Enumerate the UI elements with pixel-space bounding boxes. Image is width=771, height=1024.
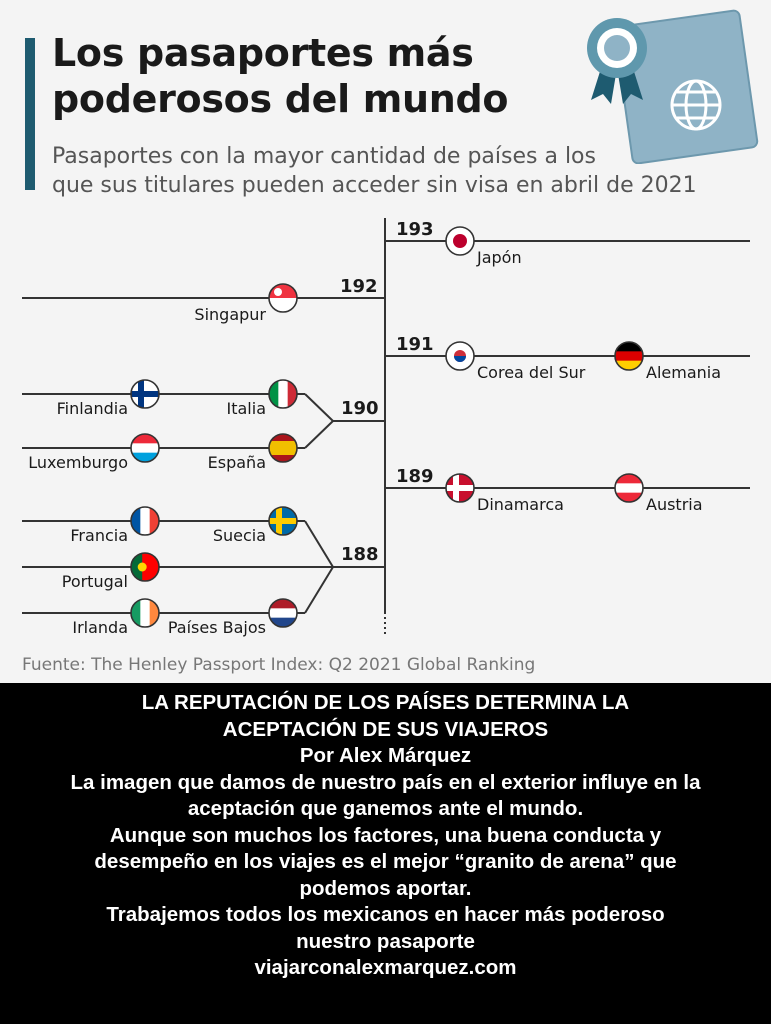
flag-dinamarca-icon <box>446 474 474 502</box>
flag-outline <box>130 506 160 536</box>
flag-outline <box>130 552 160 582</box>
flag-outline <box>268 598 298 628</box>
score-label-193: 193 <box>396 219 434 240</box>
flag-outline <box>445 226 475 256</box>
country-label: Irlanda <box>72 618 128 637</box>
flag-portugal-icon <box>131 553 159 581</box>
caption-line: nuestro pasaporte <box>296 929 475 953</box>
country-label: Portugal <box>62 572 128 591</box>
flag-españa-icon <box>269 434 297 462</box>
caption-line: aceptación que ganemos ante el mundo. <box>187 797 584 820</box>
score-label-192: 192 <box>340 276 378 297</box>
country-label: Países Bajos <box>168 618 266 637</box>
infographic-title: Los pasaportes más poderosos del mundo <box>52 31 509 121</box>
caption-line: Aunque son muchos los factores, una buen… <box>109 823 662 847</box>
country-label: Francia <box>70 526 128 545</box>
country-label: Suecia <box>213 526 266 545</box>
flag-luxemburgo-icon <box>131 434 159 462</box>
country-label: Italia <box>227 399 267 418</box>
flag-países-bajos-icon <box>269 599 297 627</box>
flag-suecia-icon <box>269 507 297 535</box>
country-label: Luxemburgo <box>28 453 128 472</box>
passport-bracket-chart: 193 Japón 191 Corea del Sur Alemania 189 Dinam… <box>22 218 750 637</box>
caption-line: LA REPUTACIÓN DE LOS PAÍSES DETERMINA LA <box>141 691 630 714</box>
country-label: Singapur <box>194 305 266 324</box>
score-label-189: 189 <box>396 466 434 487</box>
flag-outline <box>614 341 644 371</box>
merge-line-188 <box>304 566 334 614</box>
infographic-subtitle: Pasaportes con la mayor cantidad de país… <box>52 144 697 198</box>
caption-line: podemos aportar. <box>299 876 472 900</box>
score-label-191: 191 <box>396 334 434 355</box>
country-label: Dinamarca <box>477 495 564 514</box>
country-label: España <box>208 453 266 472</box>
flag-outline <box>268 283 298 313</box>
caption-website: viajarconalexmarquez.com <box>254 956 517 979</box>
merge-line-188 <box>304 520 334 568</box>
caption-line: Trabajemos todos los mexicanos en hacer … <box>106 903 665 926</box>
flag-outline <box>130 598 160 628</box>
caption-line: La imagen que damos de nuestro país en e… <box>70 770 701 794</box>
flag-outline <box>268 379 298 409</box>
flag-alemania-icon <box>615 342 643 370</box>
score-label-188: 188 <box>341 544 379 565</box>
flag-outline <box>130 433 160 463</box>
country-label: Alemania <box>646 363 721 382</box>
flag-singapur-icon <box>269 284 297 312</box>
country-label: Corea del Sur <box>477 363 586 382</box>
flag-outline <box>445 341 475 371</box>
award-badge-icon <box>587 18 647 104</box>
source-note: Fuente: The Henley Passport Index: Q2 20… <box>22 655 536 675</box>
title-accent-bar <box>25 38 35 190</box>
country-label: Austria <box>646 495 703 514</box>
caption-line: ACEPTACIÓN DE SUS VIAJEROS <box>222 717 549 741</box>
flag-irlanda-icon <box>131 599 159 627</box>
merge-line-190 <box>304 393 334 422</box>
flag-outline <box>268 506 298 536</box>
flag-outline <box>445 473 475 503</box>
flag-outline <box>268 433 298 463</box>
score-label-190: 190 <box>341 398 379 419</box>
caption-author: Por Alex Márquez <box>299 744 472 767</box>
merge-line-190 <box>304 420 334 449</box>
flag-italia-icon <box>269 380 297 408</box>
caption-block: LA REPUTACIÓN DE LOS PAÍSES DETERMINA LA… <box>0 690 771 982</box>
flag-outline <box>130 379 160 409</box>
country-label: Japón <box>476 248 522 267</box>
country-label: Finlandia <box>57 399 128 418</box>
flag-finlandia-icon <box>131 380 159 408</box>
flag-japón-icon <box>446 227 474 255</box>
flag-corea-del-sur-icon <box>446 342 474 370</box>
flag-austria-icon <box>615 474 643 502</box>
infographic: Los pasaportes más poderosos del mundo P… <box>0 0 771 683</box>
passport-illustration <box>587 9 759 164</box>
caption-line: desempeño en los viajes es el mejor “gra… <box>94 850 677 873</box>
globe-icon <box>670 79 722 131</box>
flag-outline <box>614 473 644 503</box>
flag-francia-icon <box>131 507 159 535</box>
